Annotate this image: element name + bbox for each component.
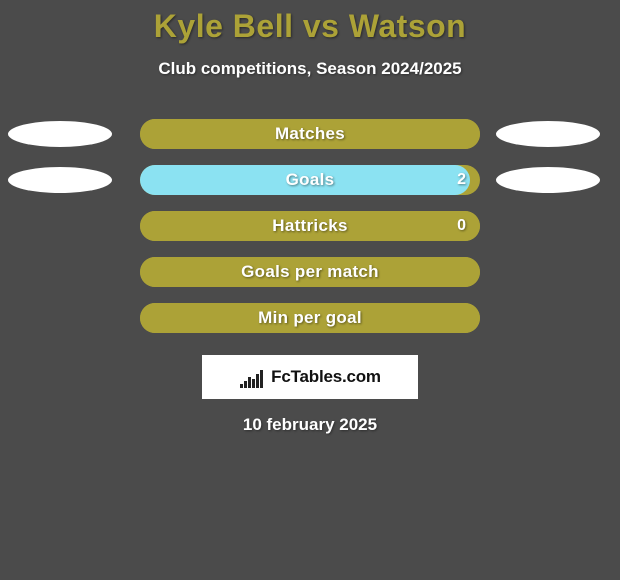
left-value-ellipse bbox=[8, 167, 112, 193]
right-value-ellipse bbox=[496, 167, 600, 193]
right-value-ellipse bbox=[496, 121, 600, 147]
bar-label: Goals per match bbox=[241, 262, 379, 282]
bar-label: Matches bbox=[275, 124, 345, 144]
bar-label: Goals bbox=[286, 170, 335, 190]
left-value-ellipse bbox=[8, 121, 112, 147]
bar-track: Min per goal bbox=[140, 303, 480, 333]
bar-chart-icon bbox=[239, 366, 265, 388]
bar-track: Matches bbox=[140, 119, 480, 149]
comparison-infographic: Kyle Bell vs Watson Club competitions, S… bbox=[0, 0, 620, 580]
bar-right-value: 2 bbox=[457, 171, 466, 189]
stat-row: Goals per match bbox=[0, 249, 620, 295]
stat-row: Min per goal bbox=[0, 295, 620, 341]
bar-label: Min per goal bbox=[258, 308, 362, 328]
bar-label: Hattricks bbox=[272, 216, 347, 236]
date-text: 10 february 2025 bbox=[0, 415, 620, 435]
subtitle: Club competitions, Season 2024/2025 bbox=[0, 59, 620, 79]
chart-area: Matches Goals 2 Hattricks 0 Goals per match Mi… bbox=[0, 111, 620, 341]
bar-track: Goals per match bbox=[140, 257, 480, 287]
stat-row: Matches bbox=[0, 111, 620, 157]
branding-box: FcTables.com bbox=[202, 355, 418, 399]
bar-track: Goals 2 bbox=[140, 165, 480, 195]
stat-row: Goals 2 bbox=[0, 157, 620, 203]
stat-row: Hattricks 0 bbox=[0, 203, 620, 249]
bar-track: Hattricks 0 bbox=[140, 211, 480, 241]
page-title: Kyle Bell vs Watson bbox=[0, 0, 620, 45]
bar-right-value: 0 bbox=[457, 217, 466, 235]
branding-text: FcTables.com bbox=[271, 367, 381, 387]
